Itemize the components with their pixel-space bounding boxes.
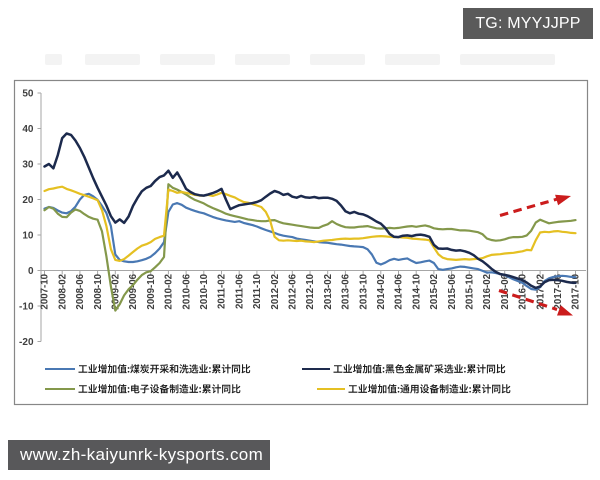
svg-text:2009-02: 2009-02 [111, 274, 122, 310]
svg-text:2009-06: 2009-06 [128, 273, 139, 309]
svg-text:2015-02: 2015-02 [429, 274, 440, 310]
svg-text:2014-02: 2014-02 [376, 274, 387, 310]
svg-text:2017-02: 2017-02 [535, 274, 546, 310]
svg-text:2008-06: 2008-06 [75, 273, 86, 309]
svg-text:2011-10: 2011-10 [252, 274, 263, 309]
svg-text:2011-02: 2011-02 [217, 274, 228, 309]
svg-text:2013-02: 2013-02 [323, 274, 334, 310]
svg-text:2011-06: 2011-06 [234, 273, 245, 309]
svg-text:-20: -20 [19, 337, 34, 348]
svg-text:2014-10: 2014-10 [411, 274, 422, 310]
svg-text:-10: -10 [19, 301, 34, 312]
svg-text:2012-10: 2012-10 [305, 274, 316, 310]
svg-text:2017-10: 2017-10 [571, 274, 582, 310]
svg-text:2012-06: 2012-06 [288, 273, 299, 309]
svg-text:10: 10 [22, 230, 34, 241]
svg-text:50: 50 [22, 88, 34, 99]
svg-text:0: 0 [28, 266, 34, 277]
svg-text:2017-06: 2017-06 [553, 273, 564, 309]
svg-text:2008-10: 2008-10 [93, 274, 104, 310]
svg-text:2013-10: 2013-10 [358, 274, 369, 310]
svg-text:2015-06: 2015-06 [447, 273, 458, 309]
svg-text:20: 20 [22, 195, 34, 206]
svg-text:2010-10: 2010-10 [199, 274, 210, 310]
svg-text:2013-06: 2013-06 [341, 273, 352, 309]
svg-text:30: 30 [22, 159, 34, 170]
svg-text:2015-10: 2015-10 [465, 274, 476, 310]
svg-text:2007-10: 2007-10 [40, 274, 51, 310]
svg-text:2010-02: 2010-02 [164, 274, 175, 310]
svg-text:2016-10: 2016-10 [518, 274, 529, 310]
svg-text:2016-02: 2016-02 [482, 274, 493, 310]
svg-text:2009-10: 2009-10 [146, 274, 157, 310]
svg-text:2008-02: 2008-02 [57, 274, 68, 310]
svg-text:40: 40 [22, 124, 34, 135]
svg-text:2014-06: 2014-06 [394, 273, 405, 309]
svg-text:2012-02: 2012-02 [270, 274, 281, 310]
svg-text:2010-06: 2010-06 [181, 273, 192, 309]
